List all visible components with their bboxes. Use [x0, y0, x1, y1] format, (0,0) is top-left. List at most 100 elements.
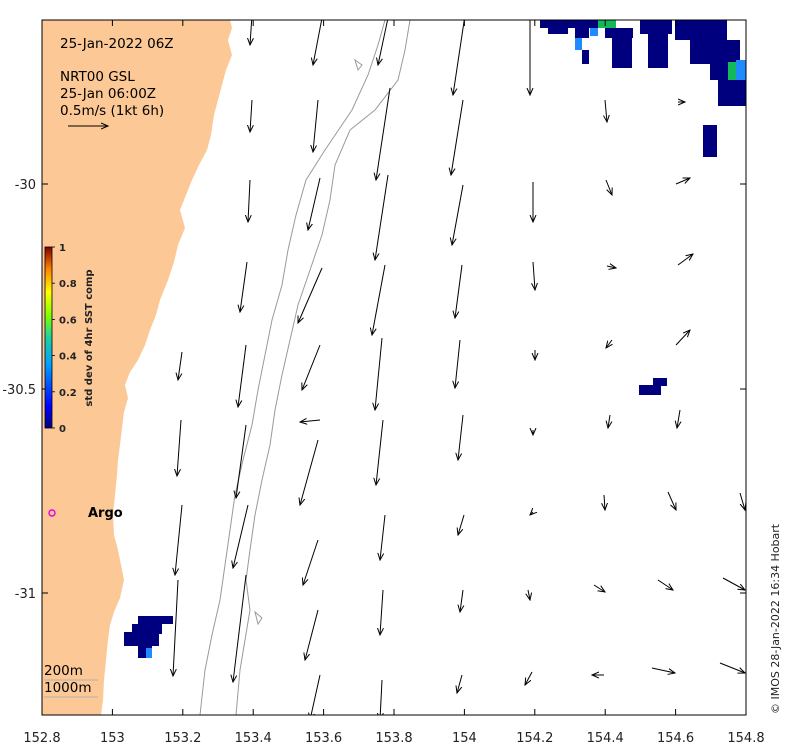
current-arrow: [238, 344, 247, 407]
current-arrow: [675, 330, 690, 346]
y-tick-label: -30.5: [2, 383, 36, 398]
colorbar-tick-label: 0.6: [59, 315, 77, 326]
current-arrow: [525, 671, 533, 685]
sst-cell: [736, 60, 746, 80]
sst-cell: [146, 648, 152, 658]
colorbar-tick-label: 0.2: [59, 388, 77, 399]
current-arrow: [173, 579, 179, 676]
y-tick-label: -31: [15, 587, 36, 602]
x-axis: 152.8 153 153.2 153.4 153.6 153.8 154 154.2 154.…: [23, 20, 765, 746]
current-vectors: [173, 20, 745, 715]
sst-cell: [575, 38, 582, 50]
current-arrow: [667, 491, 676, 510]
current-arrow: [308, 177, 321, 230]
y-axis: -30 -30.5 -31: [2, 178, 746, 602]
current-arrow: [530, 512, 533, 515]
current-arrow: [233, 574, 247, 682]
sst-cell: [132, 624, 162, 634]
product-time-label: 25-Jan 06:00Z: [60, 86, 156, 102]
current-arrow: [380, 589, 383, 635]
x-tick-label: 154.2: [516, 731, 553, 746]
bathymetry-contours: [199, 20, 411, 715]
scale-arrow-label: 0.5m/s (1kt 6h): [60, 103, 164, 119]
current-arrow: [250, 99, 252, 132]
x-tick-label: 154.4: [587, 731, 624, 746]
sst-cell: [612, 38, 632, 68]
current-arrow: [310, 674, 321, 715]
x-tick-label: 153.2: [164, 731, 201, 746]
current-arrow: [606, 266, 616, 268]
current-arrow: [375, 337, 383, 410]
current-arrow: [303, 539, 319, 585]
current-arrow: [380, 679, 382, 715]
sst-cell: [138, 616, 173, 624]
current-arrow: [675, 178, 690, 185]
sst-cell: [640, 20, 672, 34]
current-arrow: [240, 261, 248, 312]
current-arrow: [460, 589, 463, 612]
current-arrow: [233, 504, 249, 568]
x-tick-label: 153.6: [305, 731, 342, 746]
colorbar-tick-label: 0.4: [59, 352, 77, 363]
contour-200m: [199, 20, 386, 715]
current-arrow: [677, 254, 693, 266]
current-arrow: [455, 339, 461, 388]
colorbar-tick-label: 0: [59, 424, 66, 435]
current-arrow: [739, 492, 745, 510]
current-arrow: [533, 261, 535, 290]
x-tick-label: 153: [100, 731, 125, 746]
copyright: © IMOS 28-Jan-2022 16:34 Hobart: [769, 523, 782, 714]
current-arrow: [677, 409, 680, 428]
current-arrow: [248, 179, 250, 222]
sst-cell: [605, 28, 633, 38]
sst-cell: [582, 50, 589, 64]
x-tick-label: 152.8: [23, 731, 60, 746]
current-arrow: [657, 579, 673, 590]
current-arrow: [178, 351, 183, 380]
contour-1000m-label: 1000m: [44, 680, 92, 696]
current-arrow: [719, 662, 745, 673]
sst-cell: [653, 378, 667, 386]
current-arrow: [376, 87, 391, 180]
colorbar-tick-label: 0.8: [59, 279, 77, 290]
current-arrow: [593, 584, 605, 592]
current-arrow: [236, 424, 247, 498]
sst-cell: [728, 62, 736, 80]
current-arrow: [250, 20, 252, 45]
contour-1000m: [235, 20, 411, 715]
current-arrow: [458, 514, 465, 535]
x-tick-label: 154.8: [727, 731, 764, 746]
current-arrow: [606, 339, 612, 348]
contour-200m-label: 200m: [44, 663, 83, 679]
current-arrow: [175, 504, 183, 575]
current-arrow: [604, 494, 605, 510]
colorbar: [44, 246, 53, 429]
current-arrow: [313, 20, 323, 65]
current-arrow: [458, 414, 464, 460]
current-arrow: [313, 99, 319, 152]
sst-cell: [639, 385, 661, 395]
current-arrow: [378, 20, 389, 65]
sst-cell: [648, 34, 668, 68]
current-arrow: [376, 419, 384, 485]
current-arrow: [305, 609, 319, 660]
x-tick-label: 154.6: [657, 731, 694, 746]
current-arrow: [300, 439, 319, 505]
sst-cell: [598, 20, 616, 28]
product-label: NRT00 GSL: [60, 69, 135, 85]
sst-cell: [124, 632, 159, 646]
sst-cell: [548, 28, 568, 34]
current-arrow: [455, 264, 463, 318]
x-tick-label: 153.8: [375, 731, 412, 746]
sst-cell: [540, 20, 610, 28]
x-tick-label: 154: [452, 731, 477, 746]
argo-marker: [48, 509, 56, 517]
sst-cell: [575, 28, 589, 38]
current-arrow: [605, 99, 607, 122]
current-arrow: [375, 174, 389, 260]
current-arrow: [372, 264, 386, 335]
current-arrow: [457, 674, 463, 693]
current-arrow: [302, 344, 321, 390]
current-arrow: [300, 420, 321, 422]
